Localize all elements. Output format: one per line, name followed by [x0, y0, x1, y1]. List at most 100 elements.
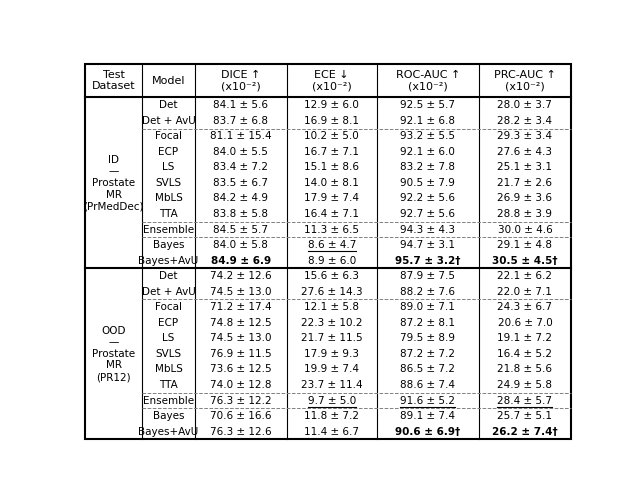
- Text: 11.4 ± 6.7: 11.4 ± 6.7: [304, 427, 359, 437]
- Text: 25.1 ± 3.1: 25.1 ± 3.1: [497, 162, 552, 172]
- Text: 83.4 ± 7.2: 83.4 ± 7.2: [213, 162, 268, 172]
- Text: 76.9 ± 11.5: 76.9 ± 11.5: [210, 349, 271, 359]
- Text: 30.5 ± 4.5†: 30.5 ± 4.5†: [492, 255, 557, 265]
- Text: 91.6 ± 5.2: 91.6 ± 5.2: [400, 395, 455, 405]
- Text: 28.2 ± 3.4: 28.2 ± 3.4: [497, 116, 552, 125]
- Text: 25.7 ± 5.1: 25.7 ± 5.1: [497, 411, 552, 421]
- Text: 83.7 ± 6.8: 83.7 ± 6.8: [213, 116, 268, 125]
- Text: 79.5 ± 8.9: 79.5 ± 8.9: [400, 333, 455, 343]
- Text: SVLS: SVLS: [156, 178, 182, 188]
- Text: 87.2 ± 7.2: 87.2 ± 7.2: [400, 349, 455, 359]
- Text: 24.3 ± 6.7: 24.3 ± 6.7: [497, 302, 552, 312]
- Text: 83.5 ± 6.7: 83.5 ± 6.7: [213, 178, 268, 188]
- Text: 11.3 ± 6.5: 11.3 ± 6.5: [304, 225, 359, 235]
- Text: 26.2 ± 7.4†: 26.2 ± 7.4†: [492, 427, 557, 437]
- Text: 16.9 ± 8.1: 16.9 ± 8.1: [304, 116, 359, 125]
- Text: 92.5 ± 5.7: 92.5 ± 5.7: [400, 100, 455, 110]
- Text: 90.5 ± 7.9: 90.5 ± 7.9: [400, 178, 455, 188]
- Text: 92.7 ± 5.6: 92.7 ± 5.6: [400, 209, 455, 219]
- Text: 84.0 ± 5.8: 84.0 ± 5.8: [213, 240, 268, 250]
- Text: 88.2 ± 7.6: 88.2 ± 7.6: [400, 287, 455, 297]
- Text: Det: Det: [159, 100, 178, 110]
- Text: Ensemble: Ensemble: [143, 395, 194, 405]
- Text: ROC-AUC ↑
(x10⁻²): ROC-AUC ↑ (x10⁻²): [396, 70, 460, 91]
- Text: 29.3 ± 3.4: 29.3 ± 3.4: [497, 131, 552, 141]
- Text: 19.1 ± 7.2: 19.1 ± 7.2: [497, 333, 552, 343]
- Text: 9.7 ± 5.0: 9.7 ± 5.0: [308, 395, 356, 405]
- Text: 12.9 ± 6.0: 12.9 ± 6.0: [304, 100, 359, 110]
- Text: 26.9 ± 3.6: 26.9 ± 3.6: [497, 193, 552, 204]
- Text: LS: LS: [163, 333, 175, 343]
- Text: 19.9 ± 7.4: 19.9 ± 7.4: [304, 365, 359, 374]
- Text: 74.5 ± 13.0: 74.5 ± 13.0: [210, 287, 271, 297]
- Text: Bayes+AvU: Bayes+AvU: [138, 427, 198, 437]
- Text: 86.5 ± 7.2: 86.5 ± 7.2: [400, 365, 455, 374]
- Text: 90.6 ± 6.9†: 90.6 ± 6.9†: [395, 427, 460, 437]
- Text: 94.3 ± 4.3: 94.3 ± 4.3: [400, 225, 455, 235]
- Text: 21.7 ± 2.6: 21.7 ± 2.6: [497, 178, 552, 188]
- Text: 81.1 ± 15.4: 81.1 ± 15.4: [210, 131, 271, 141]
- Text: 22.0 ± 7.1: 22.0 ± 7.1: [497, 287, 552, 297]
- Text: 92.1 ± 6.8: 92.1 ± 6.8: [400, 116, 455, 125]
- Text: Test
Dataset: Test Dataset: [92, 70, 136, 91]
- Text: SVLS: SVLS: [156, 349, 182, 359]
- Text: ID
—
Prostate
MR
(PrMedDec): ID — Prostate MR (PrMedDec): [83, 155, 144, 211]
- Text: 92.2 ± 5.6: 92.2 ± 5.6: [400, 193, 455, 204]
- Text: 29.1 ± 4.8: 29.1 ± 4.8: [497, 240, 552, 250]
- Text: ECE ↓
(x10⁻²): ECE ↓ (x10⁻²): [312, 70, 351, 91]
- Text: 84.9 ± 6.9: 84.9 ± 6.9: [211, 255, 271, 265]
- Text: 94.7 ± 3.1: 94.7 ± 3.1: [400, 240, 455, 250]
- Text: 10.2 ± 5.0: 10.2 ± 5.0: [305, 131, 359, 141]
- Text: 76.3 ± 12.6: 76.3 ± 12.6: [210, 427, 271, 437]
- Text: 84.5 ± 5.7: 84.5 ± 5.7: [213, 225, 268, 235]
- Text: 84.2 ± 4.9: 84.2 ± 4.9: [213, 193, 268, 204]
- Text: 93.2 ± 5.5: 93.2 ± 5.5: [400, 131, 455, 141]
- Text: OOD
—
Prostate
MR
(PR12): OOD — Prostate MR (PR12): [92, 326, 135, 382]
- Text: 83.2 ± 7.8: 83.2 ± 7.8: [400, 162, 455, 172]
- Text: Ensemble: Ensemble: [143, 225, 194, 235]
- Text: 28.8 ± 3.9: 28.8 ± 3.9: [497, 209, 552, 219]
- Text: 17.9 ± 7.4: 17.9 ± 7.4: [304, 193, 359, 204]
- Text: 74.2 ± 12.6: 74.2 ± 12.6: [210, 271, 271, 281]
- Text: 89.0 ± 7.1: 89.0 ± 7.1: [400, 302, 455, 312]
- Text: 76.3 ± 12.2: 76.3 ± 12.2: [210, 395, 271, 405]
- Text: 16.4 ± 5.2: 16.4 ± 5.2: [497, 349, 552, 359]
- Text: 17.9 ± 9.3: 17.9 ± 9.3: [304, 349, 359, 359]
- Text: ECP: ECP: [159, 147, 179, 157]
- Text: ECP: ECP: [159, 318, 179, 328]
- Text: Det + AvU: Det + AvU: [141, 287, 195, 297]
- Text: MbLS: MbLS: [154, 365, 182, 374]
- Text: 74.8 ± 12.5: 74.8 ± 12.5: [210, 318, 271, 328]
- Text: 30.0 ± 4.6: 30.0 ± 4.6: [497, 225, 552, 235]
- Text: 87.9 ± 7.5: 87.9 ± 7.5: [400, 271, 455, 281]
- Text: Det + AvU: Det + AvU: [141, 116, 195, 125]
- Text: TTA: TTA: [159, 380, 178, 390]
- Text: 15.6 ± 6.3: 15.6 ± 6.3: [304, 271, 359, 281]
- Text: 21.7 ± 11.5: 21.7 ± 11.5: [301, 333, 362, 343]
- Text: 16.7 ± 7.1: 16.7 ± 7.1: [304, 147, 359, 157]
- Text: 22.1 ± 6.2: 22.1 ± 6.2: [497, 271, 552, 281]
- Text: Bayes+AvU: Bayes+AvU: [138, 255, 198, 265]
- Text: PRC-AUC ↑
(x10⁻²): PRC-AUC ↑ (x10⁻²): [494, 70, 556, 91]
- Text: 84.0 ± 5.5: 84.0 ± 5.5: [213, 147, 268, 157]
- Text: 16.4 ± 7.1: 16.4 ± 7.1: [304, 209, 359, 219]
- Text: DICE ↑
(x10⁻²): DICE ↑ (x10⁻²): [221, 70, 260, 91]
- Text: 23.7 ± 11.4: 23.7 ± 11.4: [301, 380, 362, 390]
- Text: 84.1 ± 5.6: 84.1 ± 5.6: [213, 100, 268, 110]
- Text: 89.1 ± 7.4: 89.1 ± 7.4: [400, 411, 455, 421]
- Text: LS: LS: [163, 162, 175, 172]
- Text: 24.9 ± 5.8: 24.9 ± 5.8: [497, 380, 552, 390]
- Text: 12.1 ± 5.8: 12.1 ± 5.8: [304, 302, 359, 312]
- Text: 27.6 ± 4.3: 27.6 ± 4.3: [497, 147, 552, 157]
- Text: 70.6 ± 16.6: 70.6 ± 16.6: [210, 411, 271, 421]
- Text: 28.0 ± 3.7: 28.0 ± 3.7: [497, 100, 552, 110]
- Text: 28.4 ± 5.7: 28.4 ± 5.7: [497, 395, 552, 405]
- Text: Focal: Focal: [155, 302, 182, 312]
- Text: Bayes: Bayes: [153, 240, 184, 250]
- Text: 74.5 ± 13.0: 74.5 ± 13.0: [210, 333, 271, 343]
- Text: 92.1 ± 6.0: 92.1 ± 6.0: [400, 147, 455, 157]
- Text: 14.0 ± 8.1: 14.0 ± 8.1: [304, 178, 359, 188]
- Text: 11.8 ± 7.2: 11.8 ± 7.2: [304, 411, 359, 421]
- Text: 83.8 ± 5.8: 83.8 ± 5.8: [213, 209, 268, 219]
- Text: 8.6 ± 4.7: 8.6 ± 4.7: [308, 240, 356, 250]
